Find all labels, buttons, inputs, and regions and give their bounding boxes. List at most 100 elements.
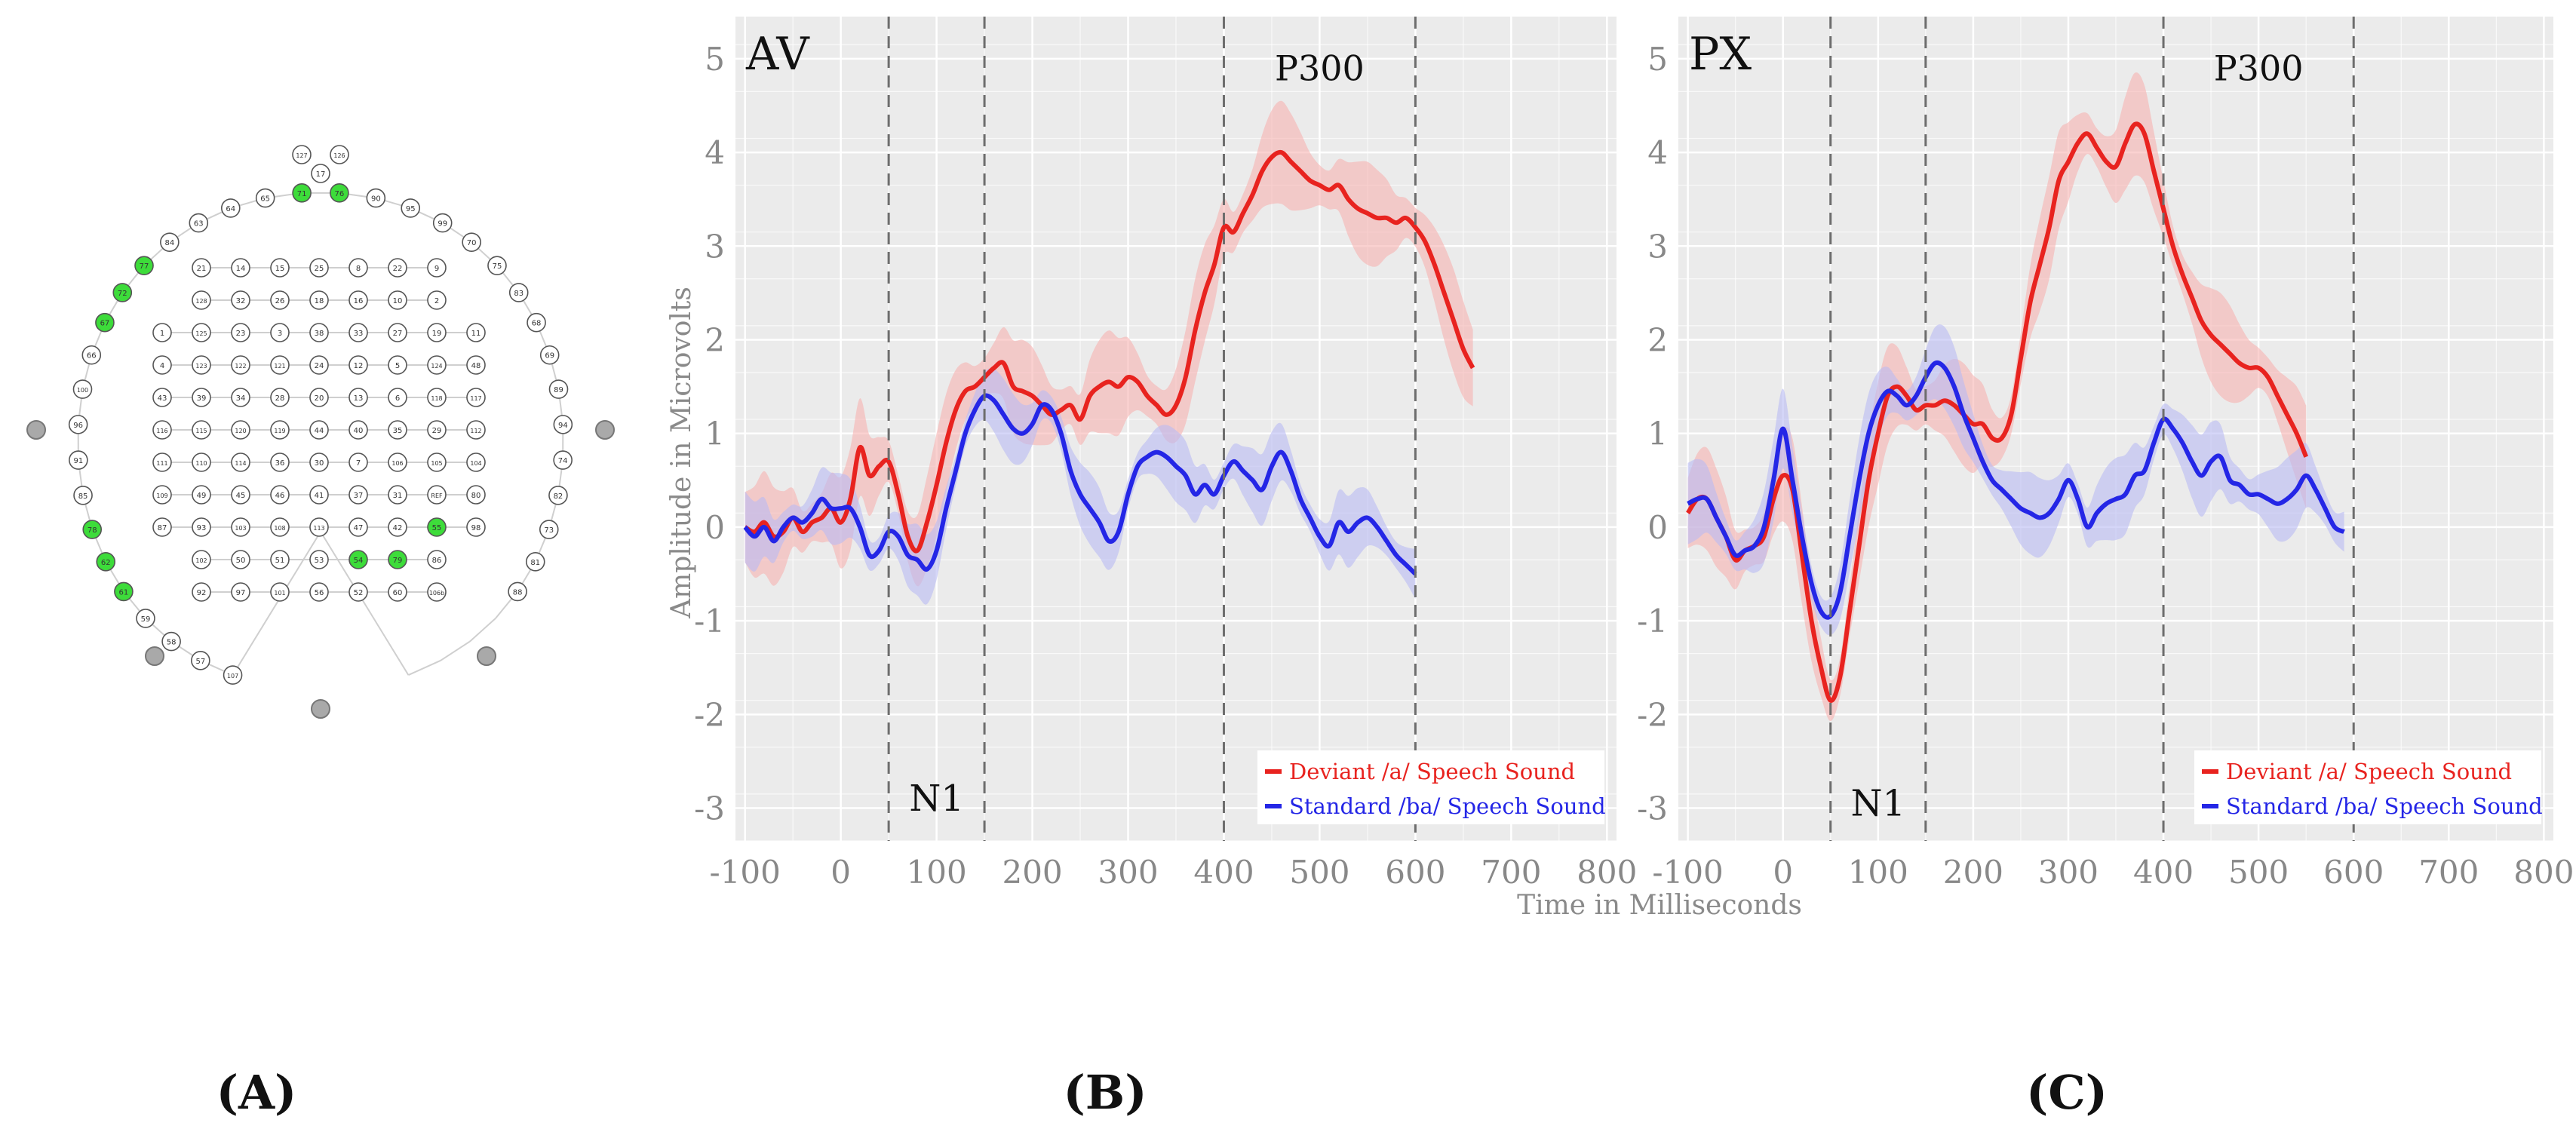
electrode-116: 116	[152, 420, 172, 440]
electrode-label: 7	[356, 459, 361, 468]
electrode-marker	[231, 420, 250, 440]
electrode-marker	[192, 582, 211, 602]
av-ytick-label: -2	[694, 696, 725, 733]
electrode-marker	[309, 420, 329, 440]
px-standard-confidence-band	[1687, 324, 2344, 636]
electrode-115: 115	[192, 420, 211, 440]
electrode-marker	[81, 345, 102, 365]
electrode-marker	[348, 420, 368, 440]
av-xtick-label: 600	[1385, 854, 1445, 891]
panel-letter-b: (B)	[1063, 1065, 1147, 1120]
electrode-112: 112	[466, 420, 486, 440]
electrode-marker	[160, 232, 180, 252]
electrode-marker	[427, 355, 447, 375]
av-panel-title: AV	[745, 28, 810, 81]
electrode-label: 29	[432, 427, 442, 435]
electrode-label: 82	[554, 492, 563, 501]
electrode-marker	[231, 290, 250, 310]
electrode-marker	[388, 355, 407, 375]
electrode-marker	[270, 258, 290, 278]
electrode-label: 59	[141, 615, 151, 624]
electrode-label: 53	[315, 557, 324, 565]
electrode-marker	[388, 290, 407, 310]
electrode-marker	[231, 517, 250, 537]
electrode-marker	[292, 145, 312, 164]
electrode-marker	[189, 213, 209, 233]
av-standard-series-line	[743, 393, 1417, 576]
electrode-label: 11	[471, 330, 481, 338]
electrode-label: 114	[235, 460, 246, 467]
electrode-120: 120	[231, 420, 250, 440]
px-xtick-label: 400	[2133, 854, 2194, 891]
electrode-marker	[96, 552, 116, 572]
electrode-92: 92	[192, 582, 211, 602]
electrode-82: 82	[548, 485, 568, 505]
electrode-53: 53	[309, 550, 329, 569]
av-xtick-label: 300	[1098, 854, 1158, 891]
av-legend: Deviant /a/ Speech Sound Standard /ba/ Sp…	[1257, 750, 1606, 824]
electrode-125: 125	[192, 323, 211, 342]
electrode-37: 37	[348, 485, 368, 505]
electrode-78: 78	[82, 520, 103, 539]
electrode-73: 73	[539, 520, 559, 539]
electrode-label: 62	[101, 559, 111, 567]
electrode-126: 126	[330, 145, 349, 164]
electrode-5: 5	[388, 355, 407, 375]
electrode-101: 101	[270, 582, 290, 602]
shared-x-axis-label: Time in Milliseconds	[1517, 890, 1802, 921]
electrode-marker	[432, 213, 453, 233]
px-xtick-label: 700	[2418, 854, 2479, 891]
px-xtick-label: 600	[2323, 854, 2384, 891]
electrode-label: 89	[554, 386, 563, 394]
electrode-marker	[309, 550, 329, 569]
electrode-label: 104	[470, 460, 481, 467]
av-legend-deviant-label: Deviant /a/ Speech Sound	[1289, 759, 1575, 784]
electrode-marker	[191, 651, 210, 670]
electrode-marker	[348, 582, 368, 602]
electrode-marker	[466, 323, 486, 342]
electrode-83: 83	[508, 283, 529, 302]
chart-av: -3 -2 -1 0 1 2 3 4 5 -100 0 100 200 300 400 500 600 700 80…	[694, 17, 1637, 891]
electrode-109: 109	[152, 485, 172, 505]
electrode-label: 124	[431, 363, 442, 370]
px-standard-series-line	[1687, 360, 2345, 620]
electrode-55: 55	[427, 517, 447, 537]
electrode-label: 40	[354, 427, 364, 435]
electrode-8: 8	[348, 258, 368, 278]
electrode-marker	[152, 355, 172, 375]
electrode-94: 94	[553, 415, 573, 434]
electrode-127: 127	[292, 145, 312, 164]
electrode-marker	[466, 517, 486, 537]
electrode-label: 85	[78, 492, 88, 501]
electrode-label: 58	[167, 639, 177, 647]
electrode-label: 27	[393, 330, 403, 338]
electrode-104: 104	[466, 452, 486, 472]
electrode-label: 28	[275, 394, 285, 403]
av-ytick-label: 1	[705, 416, 725, 452]
electrode-marker	[270, 452, 290, 472]
electrode-marker	[192, 258, 211, 278]
electrode-45: 45	[231, 485, 250, 505]
electrode-marker	[270, 355, 290, 375]
electrode-marker	[192, 550, 211, 569]
electrode-marker	[366, 188, 386, 208]
electrode-label: 72	[118, 290, 127, 298]
electrode-label: 73	[544, 526, 554, 535]
electrode-label: 93	[197, 524, 207, 532]
electrode-marker	[348, 550, 368, 569]
electrode-marker	[553, 450, 573, 470]
electrode-56: 56	[309, 582, 329, 602]
electrode-label: 77	[140, 262, 149, 271]
electrode-marker	[466, 485, 486, 505]
electrode-86: 86	[427, 550, 447, 569]
av-ytick-label: 0	[705, 509, 725, 546]
electrode-label: 94	[558, 422, 568, 430]
electrode-marker	[231, 550, 250, 569]
electrode-118: 118	[427, 388, 447, 407]
electrode-label: 117	[470, 395, 481, 402]
electrode-marker	[192, 290, 211, 310]
electrode-marker	[152, 485, 172, 505]
av-annotation-n1: N1	[909, 778, 964, 820]
px-annotation-p300: P300	[2214, 48, 2304, 88]
electrode-107: 107	[223, 665, 243, 685]
